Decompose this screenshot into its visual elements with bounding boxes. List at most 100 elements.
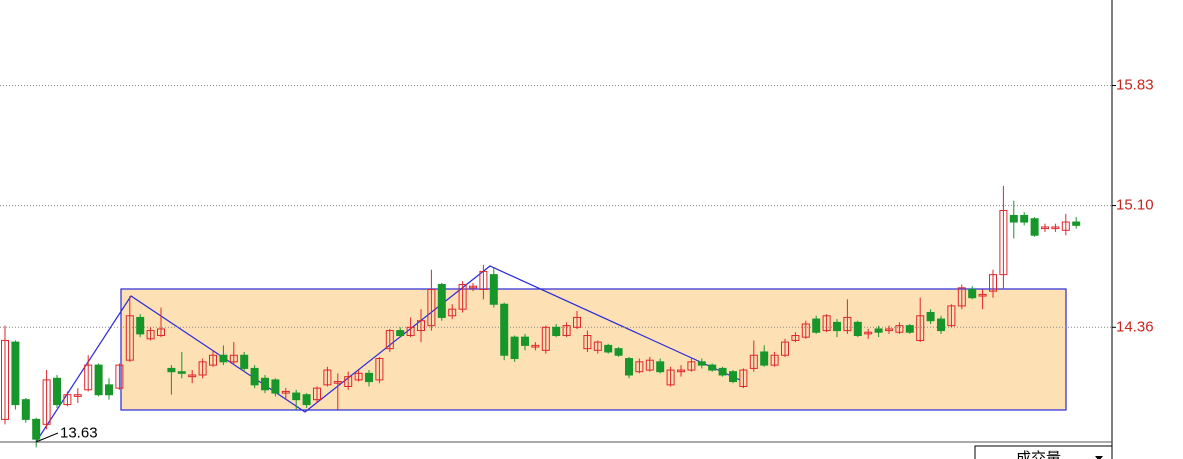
candle-body [687,361,696,371]
candle-body [1009,214,1018,223]
candle-body [385,330,394,350]
candle-body [874,328,883,333]
candle-body [614,348,623,356]
candle-body [843,316,852,332]
candle-body [271,379,280,394]
candle-body [1020,214,1029,223]
candle-body [885,328,893,332]
candle-body [531,344,540,348]
candle-body [323,369,332,386]
candle-body [562,325,571,337]
candle-body [573,316,581,328]
candle-body [739,369,748,388]
candle-body [219,354,228,363]
candle-body [32,418,41,440]
candle-body [989,274,997,292]
candle-body [770,354,779,366]
candle-body [84,364,93,391]
candle-body [354,372,363,381]
indicator-dropdown[interactable] [974,445,1113,459]
candle-body [42,379,51,425]
candle-body [677,369,685,373]
y-tick-label: 15.83 [1116,76,1154,93]
candle-body [229,354,238,363]
candle-body [521,336,529,346]
candle-body [188,374,197,378]
candle-body [947,305,956,327]
candle-body [729,371,737,383]
candle-body [853,321,862,337]
candle-body [760,351,769,366]
candle-body [437,284,446,318]
candle-body [469,285,477,289]
candle-body [292,392,301,401]
candle-body [198,361,207,376]
candle-body [1041,226,1049,230]
candle-body [656,361,665,373]
candle-body [1061,221,1070,231]
candle-body [749,354,758,369]
candle-body [801,323,810,338]
candle-body [427,288,436,327]
candle-body [999,210,1008,276]
candle-body [708,364,717,371]
candle-body [905,325,914,333]
candle-body [978,293,987,297]
candle-body [146,330,155,340]
candle-body [458,284,467,310]
candle-body [500,303,509,356]
candle-body [333,381,342,384]
candle-body [541,326,550,351]
candle-body [645,359,654,371]
candle-body [396,330,405,337]
candle-body [916,315,925,341]
candle-body [864,331,873,335]
candle-body [105,384,113,396]
candle-body [666,369,675,386]
candle-body [1,339,9,420]
candle-body [833,321,841,332]
candle-body [791,335,800,341]
candle-body [593,341,602,351]
candle-body [625,358,633,376]
candle-body [697,361,706,366]
candle-body [73,394,82,397]
candle-body [177,371,186,374]
candle-body [822,315,831,332]
candle-body [604,344,613,353]
candle-body [781,341,789,356]
candle-body [968,288,977,299]
candle-body [240,354,249,369]
candle-body [417,320,425,332]
candle-body [167,367,176,373]
candle-body [552,326,561,337]
candle-body [53,377,61,406]
y-tick-label: 14.36 [1116,318,1154,335]
candle-body [115,364,124,389]
candle-body [313,387,321,401]
candle-body [1072,221,1081,226]
candle-body [583,335,592,350]
candle-body [302,394,311,406]
candle-body [281,390,290,394]
candle-body [937,318,945,332]
candle-body [209,354,217,366]
low-pointer [35,432,59,443]
candle-body [812,318,821,333]
candle-body [11,341,20,406]
candle-body [895,325,904,333]
low-label: 13.63 [60,424,98,441]
candle-body [957,287,966,307]
candles [1,185,1081,448]
candle-body [448,308,457,317]
trend-zigzag [35,265,741,443]
dropdown-arrow [1095,456,1103,459]
candle-body [489,274,498,305]
candle-body [125,315,134,361]
candle-body [250,367,259,386]
candle-body [510,336,519,360]
candle-body [365,372,373,383]
candle-body [1030,218,1039,236]
